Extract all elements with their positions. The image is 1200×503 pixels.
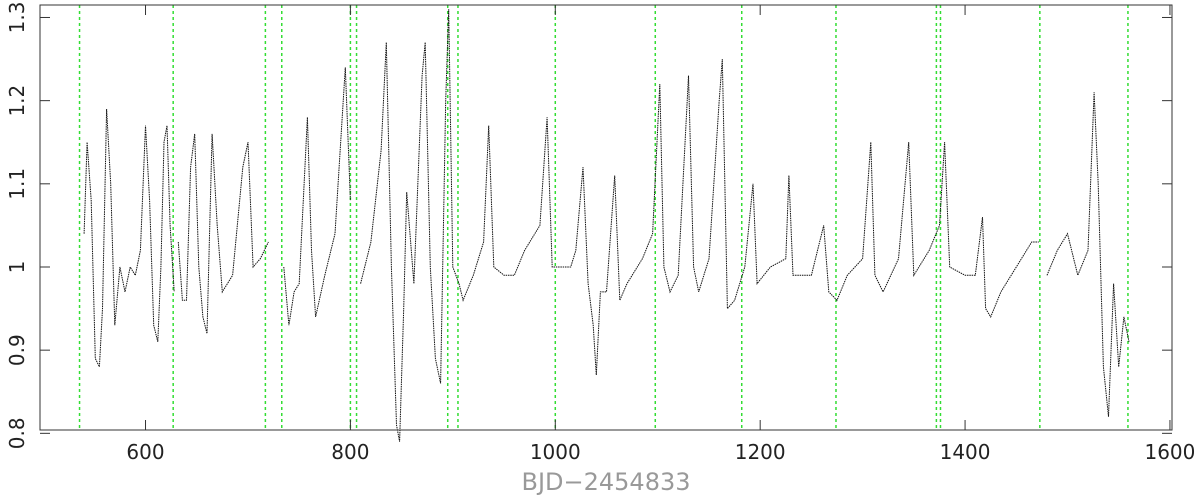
light-curve (83, 9, 1130, 442)
x-tick-label: 1600 (1144, 440, 1195, 464)
x-tick-label: 1400 (940, 440, 991, 464)
y-tick-label: 1 (5, 261, 29, 274)
y-tick-label: 1.1 (5, 168, 29, 200)
y-tick-label: 1.2 (5, 85, 29, 117)
y-tick-label: 0.9 (5, 334, 29, 366)
y-tick-label: 0.8 (5, 417, 29, 449)
x-tick-label: 800 (331, 440, 369, 464)
x-tick-label: 1200 (735, 440, 786, 464)
plot-frame (39, 4, 1173, 431)
y-tick-label: 1.3 (5, 2, 29, 34)
x-tick-label: 600 (126, 440, 164, 464)
x-axis-label: BJD−2454833 (521, 468, 690, 496)
x-tick-label: 1000 (530, 440, 581, 464)
